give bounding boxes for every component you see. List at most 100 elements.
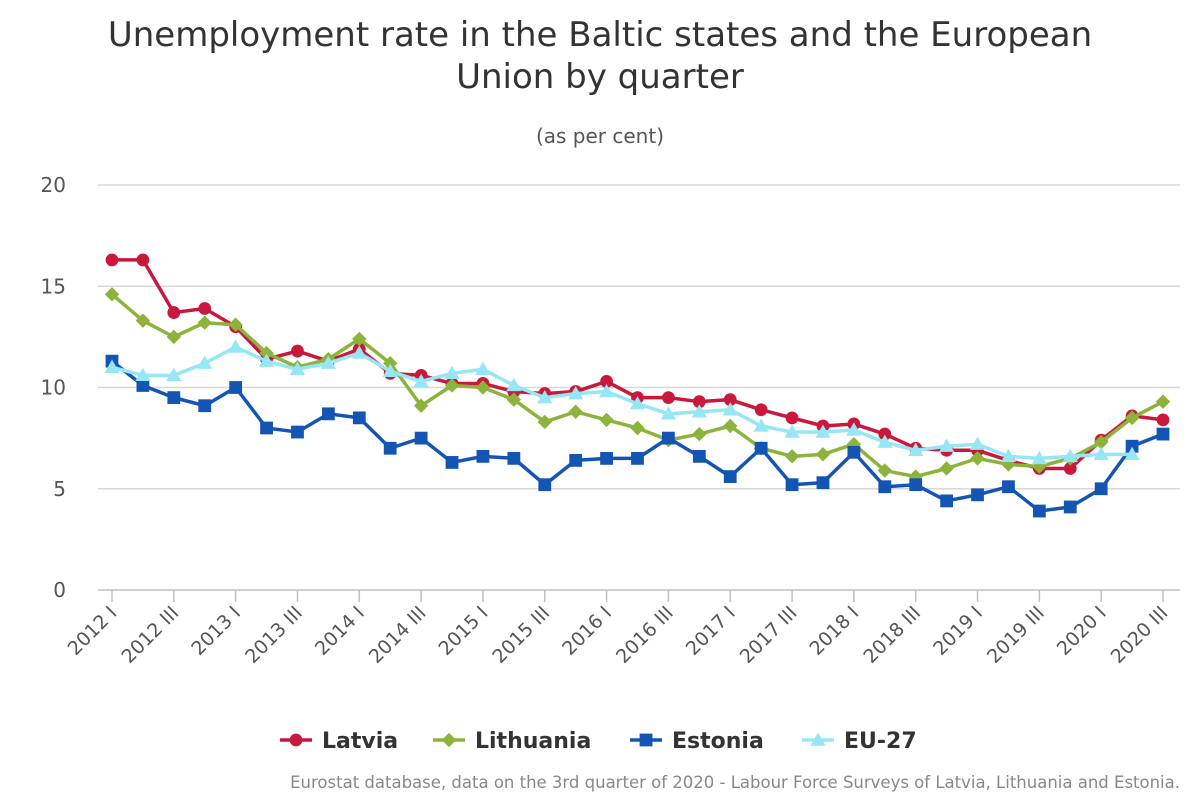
data-point-estonia[interactable] (414, 431, 428, 445)
data-point-lithuania[interactable] (1093, 434, 1109, 450)
data-point-latvia[interactable] (198, 302, 212, 315)
data-point-eu-27[interactable] (135, 367, 151, 382)
data-point-estonia[interactable] (1002, 480, 1015, 494)
data-point-estonia[interactable] (785, 478, 799, 492)
data-point-estonia[interactable] (754, 441, 768, 455)
data-point-latvia[interactable] (600, 375, 613, 388)
data-point-estonia[interactable] (383, 441, 397, 455)
data-point-estonia[interactable] (167, 391, 181, 405)
data-point-lithuania[interactable] (197, 315, 212, 330)
legend[interactable]: Latvia Lithuania Estonia EU-27 (280, 729, 917, 754)
data-point-estonia[interactable] (940, 494, 954, 508)
data-point-estonia[interactable] (662, 431, 675, 445)
data-point-lithuania[interactable] (784, 449, 800, 464)
data-point-lithuania[interactable] (568, 404, 583, 419)
data-point-eu-27[interactable] (351, 345, 367, 359)
data-point-lithuania[interactable] (877, 463, 892, 478)
data-point-eu-27[interactable] (444, 365, 460, 380)
data-point-eu-27[interactable] (413, 373, 429, 388)
data-point-latvia[interactable] (1063, 462, 1077, 475)
data-point-lithuania[interactable] (166, 329, 182, 345)
legend-item-latvia[interactable]: Latvia (280, 729, 398, 754)
data-point-eu-27[interactable] (784, 424, 800, 438)
data-point-eu-27[interactable] (877, 434, 893, 448)
data-point-latvia[interactable] (136, 253, 150, 267)
legend-item-estonia[interactable]: Estonia (630, 729, 764, 754)
data-point-eu-27[interactable] (537, 390, 553, 404)
data-point-eu-27[interactable] (1062, 448, 1078, 463)
data-point-estonia[interactable] (1063, 500, 1077, 514)
data-point-eu-27[interactable] (660, 406, 677, 420)
data-point-latvia[interactable] (105, 253, 119, 267)
data-point-estonia[interactable] (352, 411, 366, 425)
data-point-estonia[interactable] (291, 425, 304, 439)
data-point-latvia[interactable] (692, 395, 706, 409)
data-point-latvia[interactable] (878, 427, 892, 441)
legend-item-eu-27[interactable]: EU-27 (802, 729, 917, 754)
data-point-eu-27[interactable] (228, 339, 244, 353)
data-point-estonia[interactable] (538, 478, 552, 492)
data-point-eu-27[interactable] (753, 418, 769, 432)
data-point-estonia[interactable] (847, 445, 861, 459)
data-point-lithuania[interactable] (1124, 410, 1140, 426)
data-point-latvia[interactable] (723, 393, 737, 407)
data-point-lithuania[interactable] (352, 331, 367, 347)
data-point-lithuania[interactable] (723, 418, 738, 434)
data-point-estonia[interactable] (723, 470, 737, 483)
data-point-estonia[interactable] (1156, 427, 1170, 441)
data-point-estonia[interactable] (1094, 482, 1108, 496)
data-point-estonia[interactable] (909, 478, 923, 492)
data-point-lithuania[interactable] (228, 317, 243, 332)
data-point-estonia[interactable] (971, 488, 984, 502)
data-point-estonia[interactable] (878, 480, 892, 494)
data-point-lithuania[interactable] (1155, 394, 1171, 409)
data-point-eu-27[interactable] (939, 438, 955, 452)
data-point-estonia[interactable] (229, 381, 243, 394)
data-point-eu-27[interactable] (722, 402, 738, 416)
data-point-lithuania[interactable] (383, 356, 398, 371)
data-point-lithuania[interactable] (908, 469, 923, 484)
data-point-estonia[interactable] (631, 451, 644, 465)
data-point-eu-27[interactable] (1124, 446, 1140, 461)
data-point-estonia[interactable] (600, 451, 613, 465)
data-point-eu-27[interactable] (166, 367, 182, 382)
data-point-lithuania[interactable] (135, 313, 151, 328)
data-point-lithuania[interactable] (815, 447, 831, 462)
data-point-eu-27[interactable] (1031, 450, 1047, 465)
data-point-estonia[interactable] (136, 379, 150, 392)
data-point-eu-27[interactable] (691, 404, 707, 418)
data-point-estonia[interactable] (321, 407, 335, 421)
data-point-latvia[interactable] (754, 403, 768, 417)
data-point-eu-27[interactable] (908, 442, 924, 456)
data-point-estonia[interactable] (476, 449, 490, 463)
data-point-eu-27[interactable] (104, 359, 120, 373)
data-point-estonia[interactable] (569, 454, 583, 467)
data-point-lithuania[interactable] (630, 420, 645, 436)
data-point-eu-27[interactable] (568, 385, 584, 400)
data-point-estonia[interactable] (445, 456, 459, 469)
data-point-eu-27[interactable] (258, 353, 275, 367)
data-point-lithuania[interactable] (413, 398, 429, 413)
data-point-estonia[interactable] (692, 449, 706, 463)
data-point-latvia[interactable] (1156, 413, 1170, 427)
data-point-lithuania[interactable] (692, 426, 707, 442)
data-point-estonia[interactable] (816, 476, 830, 490)
data-point-eu-27[interactable] (320, 355, 336, 369)
data-point-latvia[interactable] (291, 344, 304, 358)
data-point-estonia[interactable] (198, 399, 212, 413)
data-point-lithuania[interactable] (104, 287, 120, 302)
data-point-lithuania[interactable] (506, 392, 522, 407)
data-point-eu-27[interactable] (846, 422, 862, 436)
data-point-estonia[interactable] (1125, 439, 1139, 453)
data-point-eu-27[interactable] (969, 436, 986, 450)
data-point-lithuania[interactable] (259, 345, 274, 361)
data-point-latvia[interactable] (662, 391, 675, 405)
data-point-lithuania[interactable] (444, 378, 460, 393)
data-point-lithuania[interactable] (939, 461, 954, 476)
legend-item-lithuania[interactable]: Lithuania (433, 729, 591, 754)
data-point-eu-27[interactable] (506, 377, 522, 392)
data-point-lithuania[interactable] (537, 414, 552, 430)
data-point-lithuania[interactable] (970, 451, 985, 466)
data-point-lithuania[interactable] (475, 380, 491, 395)
data-point-eu-27[interactable] (598, 383, 615, 398)
